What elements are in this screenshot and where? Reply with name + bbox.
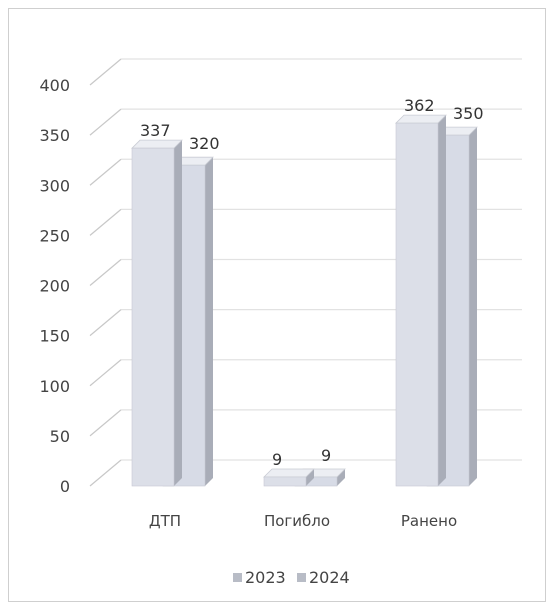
depth-line bbox=[89, 208, 122, 236]
y-tick-label: 150 bbox=[39, 327, 70, 346]
depth-line bbox=[89, 409, 122, 437]
bar-side bbox=[469, 127, 477, 486]
depth-line bbox=[89, 359, 122, 387]
bar-side bbox=[205, 157, 213, 486]
depth-line bbox=[89, 108, 122, 136]
bar-side bbox=[337, 468, 345, 486]
bar-side bbox=[438, 115, 446, 486]
bar-side bbox=[306, 468, 314, 486]
depth-line bbox=[89, 259, 122, 286]
bar-top bbox=[263, 468, 315, 478]
y-tick-label: 0 bbox=[60, 477, 70, 496]
data-label: 362 bbox=[404, 96, 435, 115]
depth-line bbox=[89, 158, 122, 186]
bar-top bbox=[395, 114, 447, 124]
depth-line bbox=[89, 459, 122, 487]
y-tick-label: 300 bbox=[39, 176, 70, 195]
bar-2023-3 bbox=[395, 114, 447, 487]
data-label: 337 bbox=[140, 121, 171, 140]
y-tick-label: 400 bbox=[39, 76, 70, 95]
y-tick-label: 350 bbox=[39, 126, 70, 145]
data-label: 320 bbox=[189, 134, 220, 153]
data-label: 9 bbox=[272, 450, 282, 469]
legend-label: 2023 bbox=[245, 568, 286, 587]
x-category-label: Погибло bbox=[264, 512, 330, 530]
legend-swatch bbox=[297, 573, 306, 582]
data-label: 9 bbox=[321, 446, 331, 465]
x-category-label: Ранено bbox=[401, 512, 457, 530]
bar-2023-1 bbox=[131, 139, 183, 487]
y-axis-tick-labels: 0 50 100 150 200 250 300 350 400 bbox=[39, 76, 70, 496]
legend-swatch bbox=[233, 573, 242, 582]
bar-front bbox=[395, 122, 439, 487]
bar-side bbox=[174, 140, 182, 486]
depth-line bbox=[89, 309, 122, 337]
bars bbox=[131, 114, 478, 487]
legend: 2023 2024 bbox=[233, 568, 350, 587]
x-axis-category-labels: ДТП Погибло Ранено bbox=[149, 512, 457, 530]
depth-line bbox=[89, 58, 122, 86]
data-labels: 337 320 9 9 362 350 bbox=[140, 96, 484, 469]
y-tick-label: 100 bbox=[39, 377, 70, 396]
data-label: 350 bbox=[453, 104, 484, 123]
bar-2023-2 bbox=[263, 468, 315, 487]
y-tick-label: 250 bbox=[39, 226, 70, 245]
axis-depth-lines bbox=[89, 58, 122, 487]
y-tick-label: 200 bbox=[39, 277, 70, 296]
bar-top bbox=[131, 139, 183, 149]
x-category-label: ДТП bbox=[149, 512, 181, 530]
legend-label: 2024 bbox=[309, 568, 350, 587]
y-tick-label: 50 bbox=[50, 427, 70, 446]
chart-frame bbox=[8, 8, 546, 602]
bar-front bbox=[263, 476, 307, 487]
bar-front bbox=[131, 147, 175, 487]
